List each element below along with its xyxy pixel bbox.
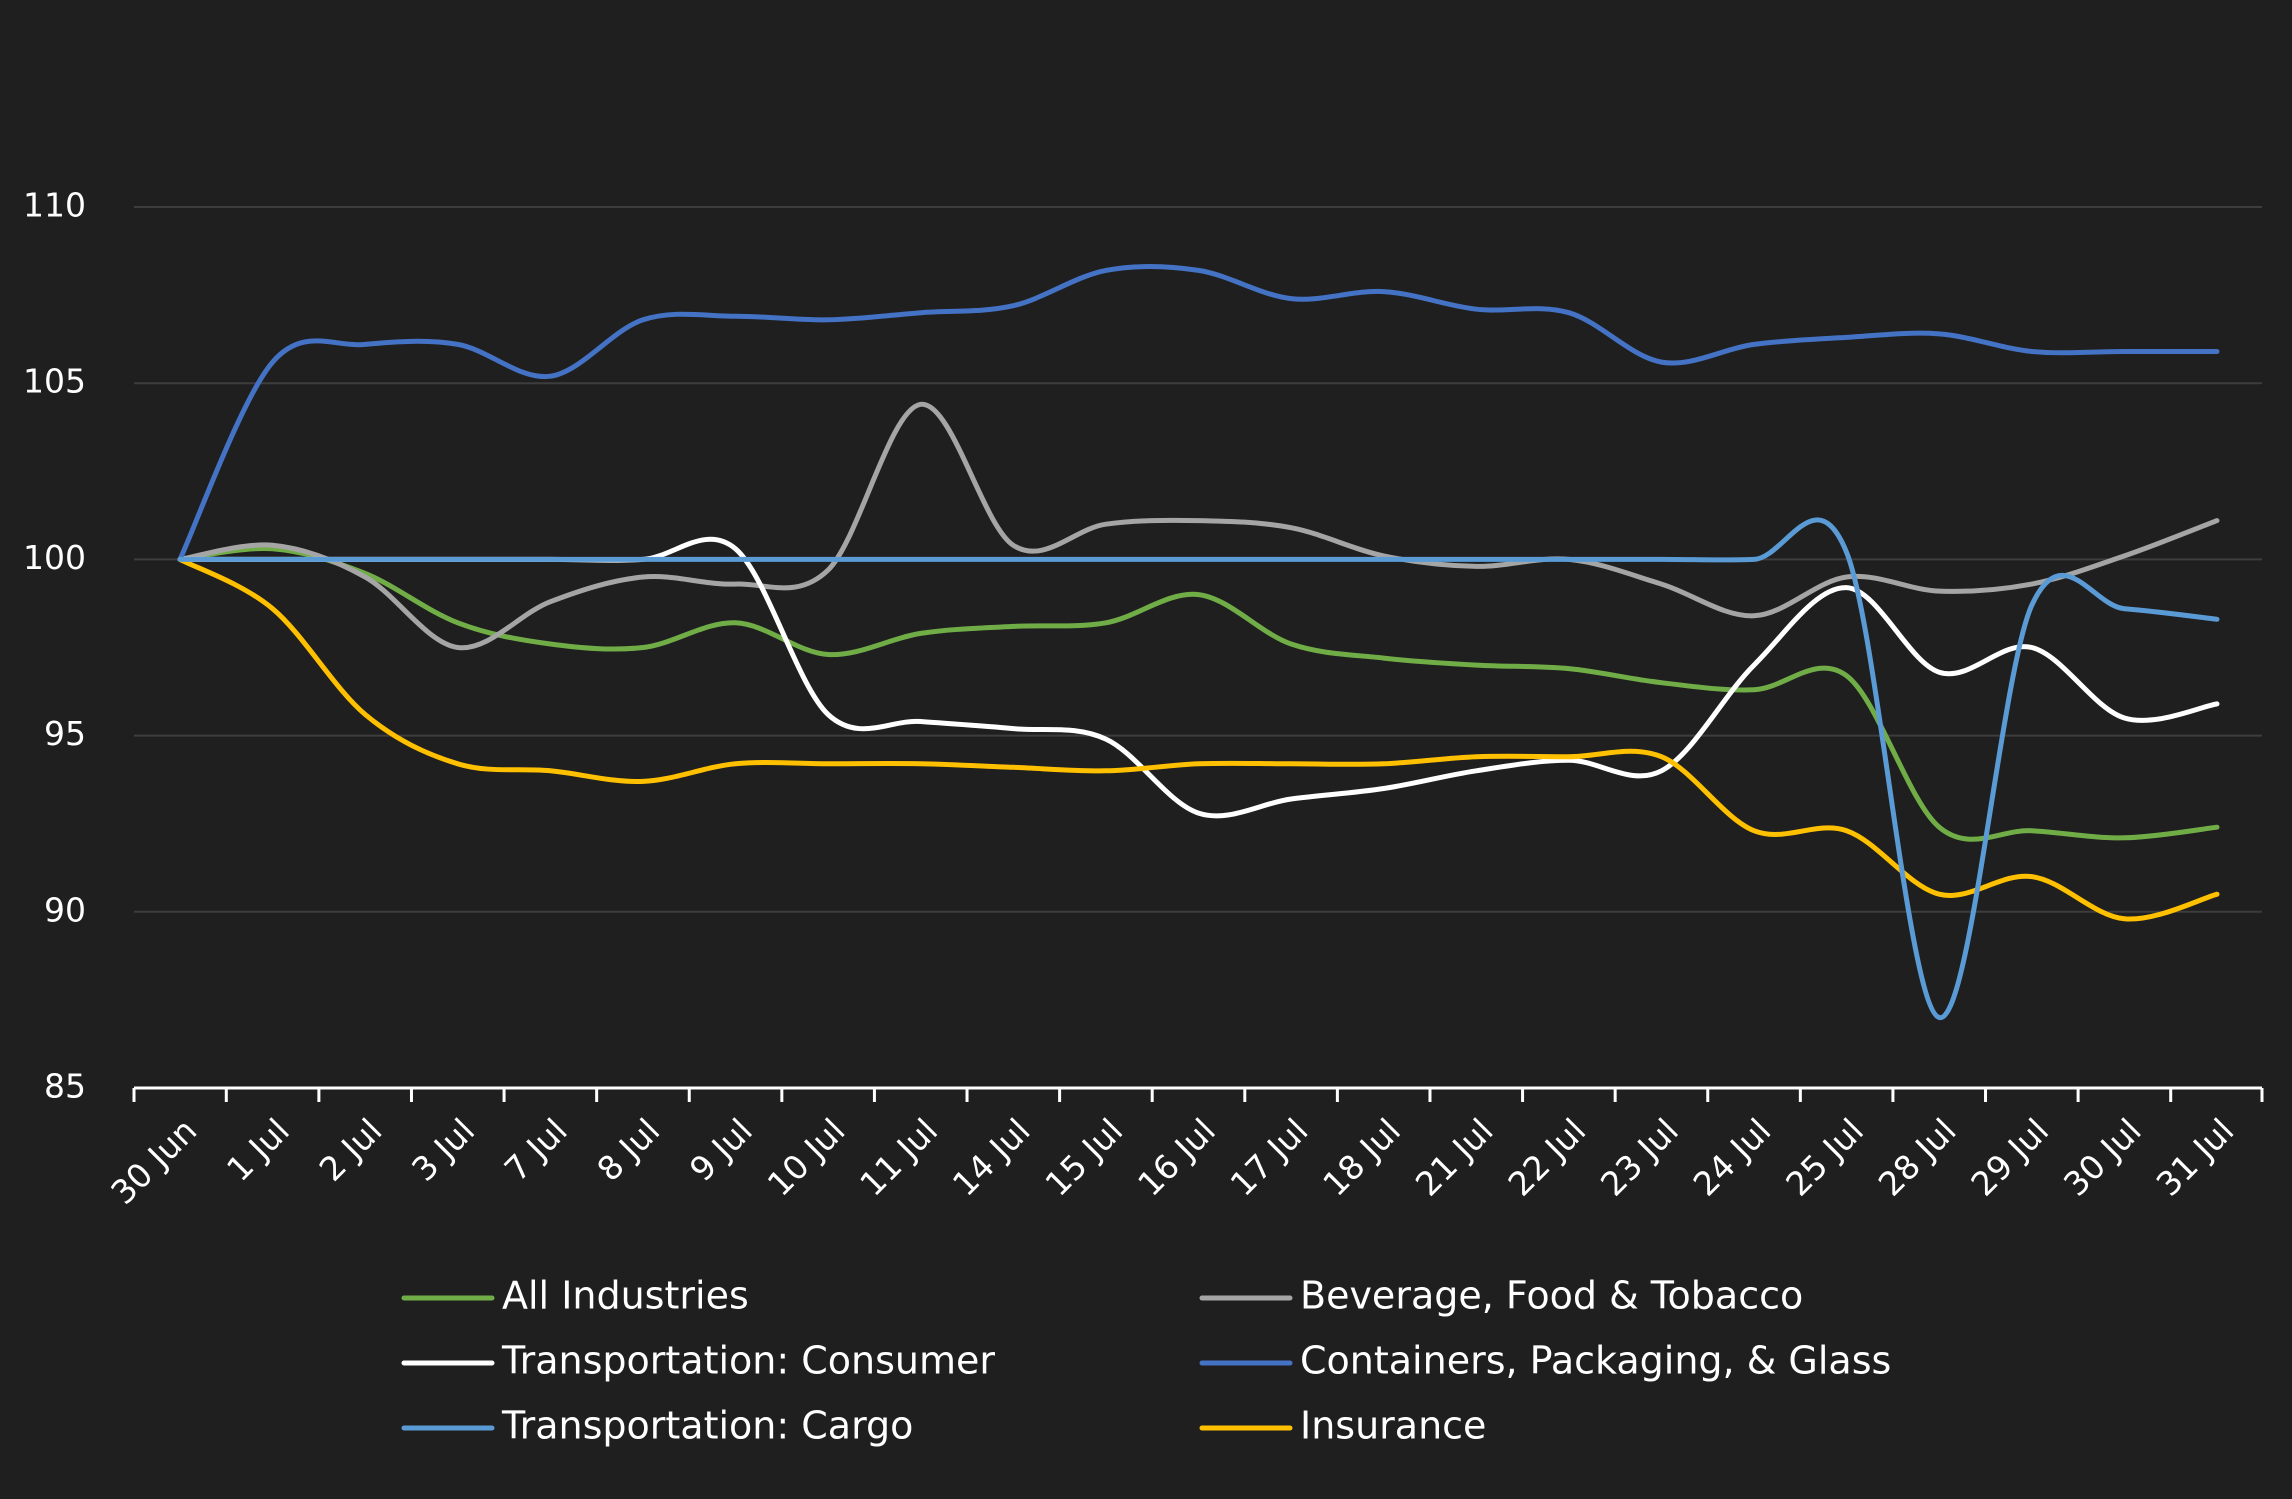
legend-item-transportation-consumer: Transportation: Consumer <box>401 1339 995 1383</box>
series-line-insurance <box>177 556 2220 922</box>
series-line-transportation-consumer <box>177 536 2220 819</box>
x-tick-label-11-jul: 11 Jul <box>852 1111 945 1204</box>
series-line-containers-packaging-and-glass <box>177 263 2220 562</box>
x-tick-label-10-jul: 10 Jul <box>760 1111 853 1204</box>
x-tick-label-8-jul: 8 Jul <box>589 1111 667 1189</box>
x-tick-label-30-jun: 30 Jun <box>103 1111 204 1212</box>
series-line-all-industries <box>177 545 2220 842</box>
y-tick-label-95: 95 <box>44 714 86 753</box>
legend-label: Transportation: Cargo <box>501 1404 913 1448</box>
series-line-transportation-cargo <box>177 517 2220 1020</box>
series-line-beverage-food-and-tobacco <box>177 401 2220 651</box>
x-tick-label-7-jul: 7 Jul <box>497 1111 575 1189</box>
x-tick-label-25-jul: 25 Jul <box>1778 1111 1871 1204</box>
x-tick-label-24-jul: 24 Jul <box>1686 1111 1779 1204</box>
x-tick-label-15-jul: 15 Jul <box>1037 1111 1130 1204</box>
x-tick-label-23-jul: 23 Jul <box>1593 1111 1686 1204</box>
x-tick-label-21-jul: 21 Jul <box>1408 1111 1501 1204</box>
x-tick-label-14-jul: 14 Jul <box>945 1111 1038 1204</box>
x-tick-label-31-jul: 31 Jul <box>2149 1111 2242 1204</box>
legend: All Industries Beverage, Food & Tobacco Tr… <box>401 1274 1891 1448</box>
x-axis: 30 Jun 1 Jul 2 Jul 3 Jul 7 Jul 8 Jul 9 Jul 10 J… <box>103 1086 2264 1212</box>
legend-item-transportation-cargo: Transportation: Cargo <box>401 1404 913 1448</box>
y-tick-label-90: 90 <box>44 890 86 929</box>
y-tick-label-85: 85 <box>44 1067 86 1106</box>
legend-item-beverage-food-and-tobacco: Beverage, Food & Tobacco <box>1199 1274 1803 1318</box>
x-tick-label-28-jul: 28 Jul <box>1871 1111 1964 1204</box>
x-tick-label-9-jul: 9 Jul <box>682 1111 760 1189</box>
x-tick-label-1-jul: 1 Jul <box>219 1111 297 1189</box>
y-tick-label-105: 105 <box>23 362 86 401</box>
x-tick-label-16-jul: 16 Jul <box>1130 1111 1223 1204</box>
x-tick-label-2-jul: 2 Jul <box>312 1111 390 1189</box>
x-tick-label-22-jul: 22 Jul <box>1500 1111 1593 1204</box>
y-axis: 85 90 95 100 105 110 <box>23 186 86 1106</box>
x-tick-label-17-jul: 17 Jul <box>1223 1111 1316 1204</box>
legend-item-containers-packaging-and-glass: Containers, Packaging, & Glass <box>1199 1339 1891 1383</box>
legend-item-insurance: Insurance <box>1199 1404 1486 1448</box>
series-lines <box>177 263 2220 1020</box>
legend-label: Beverage, Food & Tobacco <box>1300 1274 1803 1318</box>
x-tick-label-18-jul: 18 Jul <box>1315 1111 1408 1204</box>
x-tick-label-3-jul: 3 Jul <box>404 1111 482 1189</box>
y-tick-label-100: 100 <box>23 538 86 577</box>
legend-label: Transportation: Consumer <box>501 1339 995 1383</box>
y-tick-label-110: 110 <box>23 186 86 225</box>
x-tick-label-30-jul: 30 Jul <box>2056 1111 2149 1204</box>
legend-label: All Industries <box>502 1274 749 1318</box>
x-tick-label-29-jul: 29 Jul <box>1963 1111 2056 1204</box>
legend-label: Insurance <box>1300 1404 1486 1448</box>
legend-label: Containers, Packaging, & Glass <box>1300 1339 1891 1383</box>
legend-item-all-industries: All Industries <box>401 1274 749 1318</box>
